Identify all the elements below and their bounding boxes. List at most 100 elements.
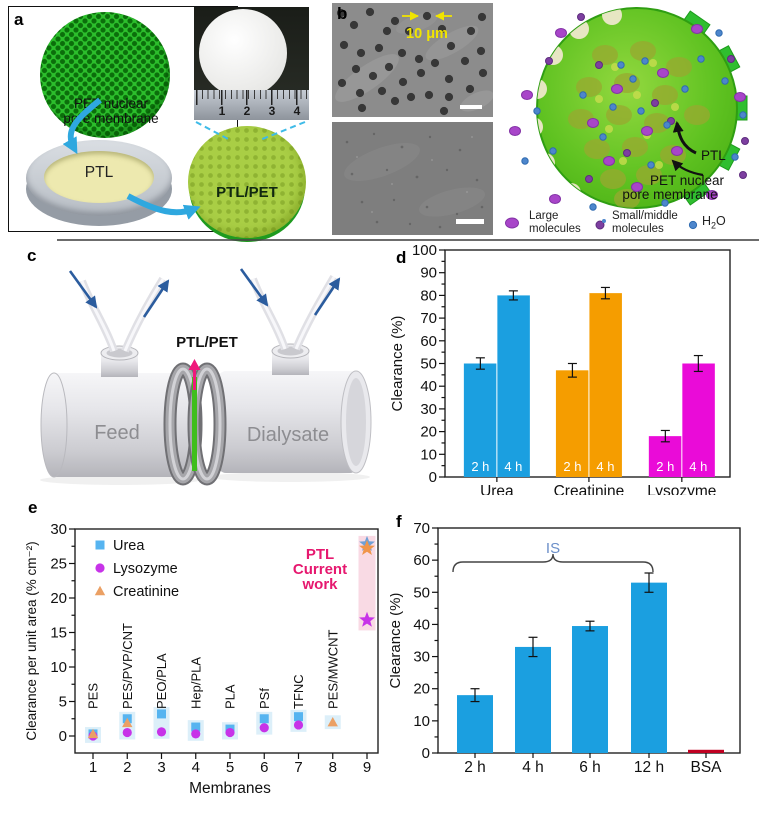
is-annotation: IS [546,540,560,557]
y-tick-label: 10 [420,446,437,463]
legend-small-line2: molecules [612,222,664,235]
y-tick-label: 30 [50,521,67,538]
pet-membrane-mesh-illustration [40,12,170,138]
y-tick-label: 50 [420,356,437,373]
point-Lysozyme [259,723,269,733]
x-category-label: Urea [480,483,514,495]
y-tick-label: 80 [420,287,437,304]
membrane-name: PES/MWCNT [325,630,340,710]
legend-water-sub: 2 [711,220,717,231]
x-tick-label: 4 [192,759,200,776]
legend-square-icon [95,540,105,550]
y-tick-label: 0 [429,469,437,486]
bar-time-label: 4 h [689,459,707,474]
bar-6 h [572,626,608,753]
small-middle-molecule-icon-dot [602,219,606,223]
membrane-label: PTL/PET [176,334,238,351]
x-category-label: 2 h [464,759,486,776]
feed-shadow [40,475,200,485]
star-Creatinine [359,540,375,555]
panel-e-label: e [28,498,38,517]
top-row-divider [57,239,759,241]
x-category-label: 12 h [634,759,664,776]
large-molecules [509,24,746,204]
ruler-number-1: 1 [218,104,226,118]
bar-time-label: 2 h [471,459,489,474]
feed-inlet-arrow [68,270,98,309]
x-tick-label: 2 [123,759,131,776]
ruler-number-2: 2 [243,104,251,118]
current-work-annotation: work [301,576,338,593]
pore-size-annotation: 10 μm [406,26,448,42]
small-middle-molecules [545,13,749,183]
dialysate-shadow [210,472,370,482]
bar-Creatinine-2 h [555,370,589,477]
point-Urea [191,722,201,732]
y-tick-label: 30 [420,401,437,418]
panel-c-label: c [27,246,37,265]
current-work-band [358,535,376,631]
feed-label: Feed [94,422,140,444]
illustration-pet-label-line1: PET nuclear [650,173,725,188]
panel-d-label: d [396,248,407,267]
plot-box [74,528,379,754]
dialysis-diagram: PTL/PET Feed Dialysate [40,268,372,486]
point-Lysozyme [156,727,167,737]
legend-large-line2: molecules [529,222,581,235]
legend-label: Lysozyme [113,561,178,577]
x-category-label: BSA [690,759,722,776]
ptl-liquid [44,151,154,203]
legend-triangle-icon [94,585,106,596]
zoom-dashed-line-right [259,121,306,141]
y-tick-label: 20 [420,424,437,441]
zoom-dashed-line-left [195,121,231,141]
current-work-annotation: Current [293,561,347,578]
bar-Lysozyme-2 h [648,436,682,477]
feed-outlet-arrow [142,279,170,318]
current-work-annotation: PTL [306,546,334,563]
panel-b-label: b [337,4,348,23]
dialysate-inlet-arrow [239,268,269,307]
ptl-dish-illustration: PTL [26,140,172,226]
ruler-cm-ticks [196,90,309,105]
legend-water-post: O [716,214,726,228]
y-tick-label: 100 [412,244,437,259]
y-tick-label: 10 [50,659,67,676]
x-tick-label: 9 [363,759,371,776]
point-Urea [157,709,166,719]
legend-circle-icon [95,563,105,573]
ruler-number-3: 3 [268,104,276,118]
dialysate-cylinder [218,371,358,473]
y-tick-label: 60 [413,552,430,569]
ptl-dish-label: PTL [84,164,114,181]
illustration-ptl-label: PTL [701,148,726,163]
small-middle-molecule-icon [595,220,605,230]
feed-cylinder [48,373,190,477]
x-category-label: Lysozyme [647,483,716,495]
x-category-label: 4 h [522,759,544,776]
membrane-name: TFNC [291,674,306,709]
sem-pores [336,7,488,116]
bar-Creatinine-4 h [588,293,622,477]
bar-BSA [688,749,724,753]
bar-time-label: 4 h [504,459,522,474]
bar-Urea-4 h [496,295,530,477]
ruler-number-4: 4 [293,104,301,118]
bar-time-label: 4 h [596,459,614,474]
membrane-clamp [163,362,227,486]
membrane-name: Hep/PLA [188,657,203,709]
y-tick-label: 70 [420,310,437,327]
y-tick-label: 30 [413,649,430,666]
panel-a-arrows [62,97,306,220]
y-tick-label: 0 [422,745,430,762]
bar-time-label: 2 h [563,459,581,474]
sem-image-top: 10 μm [332,3,493,117]
clearance-bar-chart: 0 10 20 30 40 50 60 70 80 90 100 2 h 4 h Urea 2 h 4 h Cr… [390,244,731,495]
y-tick-label: 40 [413,616,430,633]
legend-large-line1: Large [529,210,559,222]
sem-bottom-background [332,122,493,235]
x-axis-title: Membranes [189,780,271,797]
sem-bottom-texture [344,132,485,229]
membrane-texture [537,8,710,208]
